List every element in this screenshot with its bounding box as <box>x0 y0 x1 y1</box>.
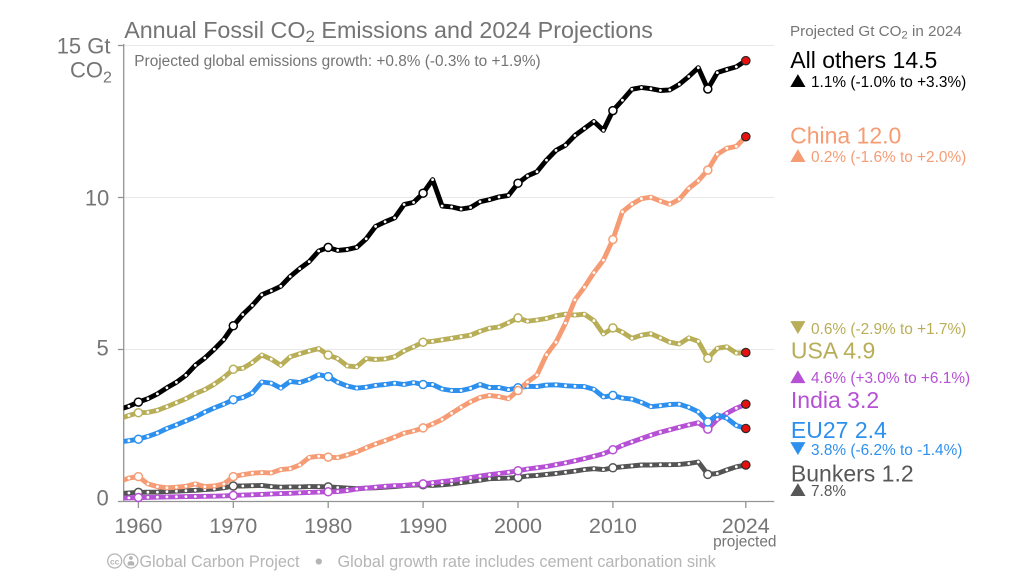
svg-text:15 Gt: 15 Gt <box>57 34 111 59</box>
svg-text:7.8%: 7.8% <box>811 483 846 500</box>
svg-text:India 3.2: India 3.2 <box>791 387 879 413</box>
svg-text:USA 4.9: USA 4.9 <box>791 337 875 363</box>
svg-text:cc: cc <box>110 557 120 567</box>
svg-text:2000: 2000 <box>494 513 542 538</box>
svg-text:All others 14.5: All others 14.5 <box>790 47 937 73</box>
svg-text:Global Carbon Project: Global Carbon Project <box>139 553 300 571</box>
svg-text:Annual Fossil CO2 Emissions an: Annual Fossil CO2 Emissions and 2024 Pro… <box>124 17 653 46</box>
svg-text:4.6% (+3.0% to +6.1%): 4.6% (+3.0% to +6.1%) <box>811 370 970 387</box>
svg-text:Projected global emissions gro: Projected global emissions growth: +0.8%… <box>134 53 540 70</box>
svg-text:EU27 2.4: EU27 2.4 <box>791 417 887 443</box>
svg-text:10: 10 <box>85 185 109 210</box>
svg-text:projected: projected <box>713 534 776 551</box>
svg-text:Global growth rate includes ce: Global growth rate includes cement carbo… <box>338 553 717 571</box>
svg-text:3.8% (-6.2% to -1.4%): 3.8% (-6.2% to -1.4%) <box>811 442 962 459</box>
svg-text:5: 5 <box>97 335 109 360</box>
svg-text:Projected Gt CO2 in 2024: Projected Gt CO2 in 2024 <box>790 23 962 42</box>
svg-text:China 12.0: China 12.0 <box>790 123 901 149</box>
svg-text:0: 0 <box>97 486 109 511</box>
svg-text:0.6% (-2.9% to +1.7%): 0.6% (-2.9% to +1.7%) <box>811 321 966 338</box>
svg-text:CO: CO <box>70 58 103 83</box>
svg-text:1990: 1990 <box>399 513 447 538</box>
svg-text:0.2% (-1.6% to +2.0%): 0.2% (-1.6% to +2.0%) <box>811 149 966 166</box>
svg-text:2: 2 <box>103 70 112 87</box>
svg-text:2024: 2024 <box>722 513 770 538</box>
svg-text:1960: 1960 <box>114 513 162 538</box>
svg-text:1980: 1980 <box>304 513 352 538</box>
svg-text:1970: 1970 <box>209 513 257 538</box>
svg-text:2010: 2010 <box>589 513 637 538</box>
svg-text:Bunkers 1.2: Bunkers 1.2 <box>791 460 914 486</box>
svg-text:1.1% (-1.0% to +3.3%): 1.1% (-1.0% to +3.3%) <box>811 74 966 91</box>
